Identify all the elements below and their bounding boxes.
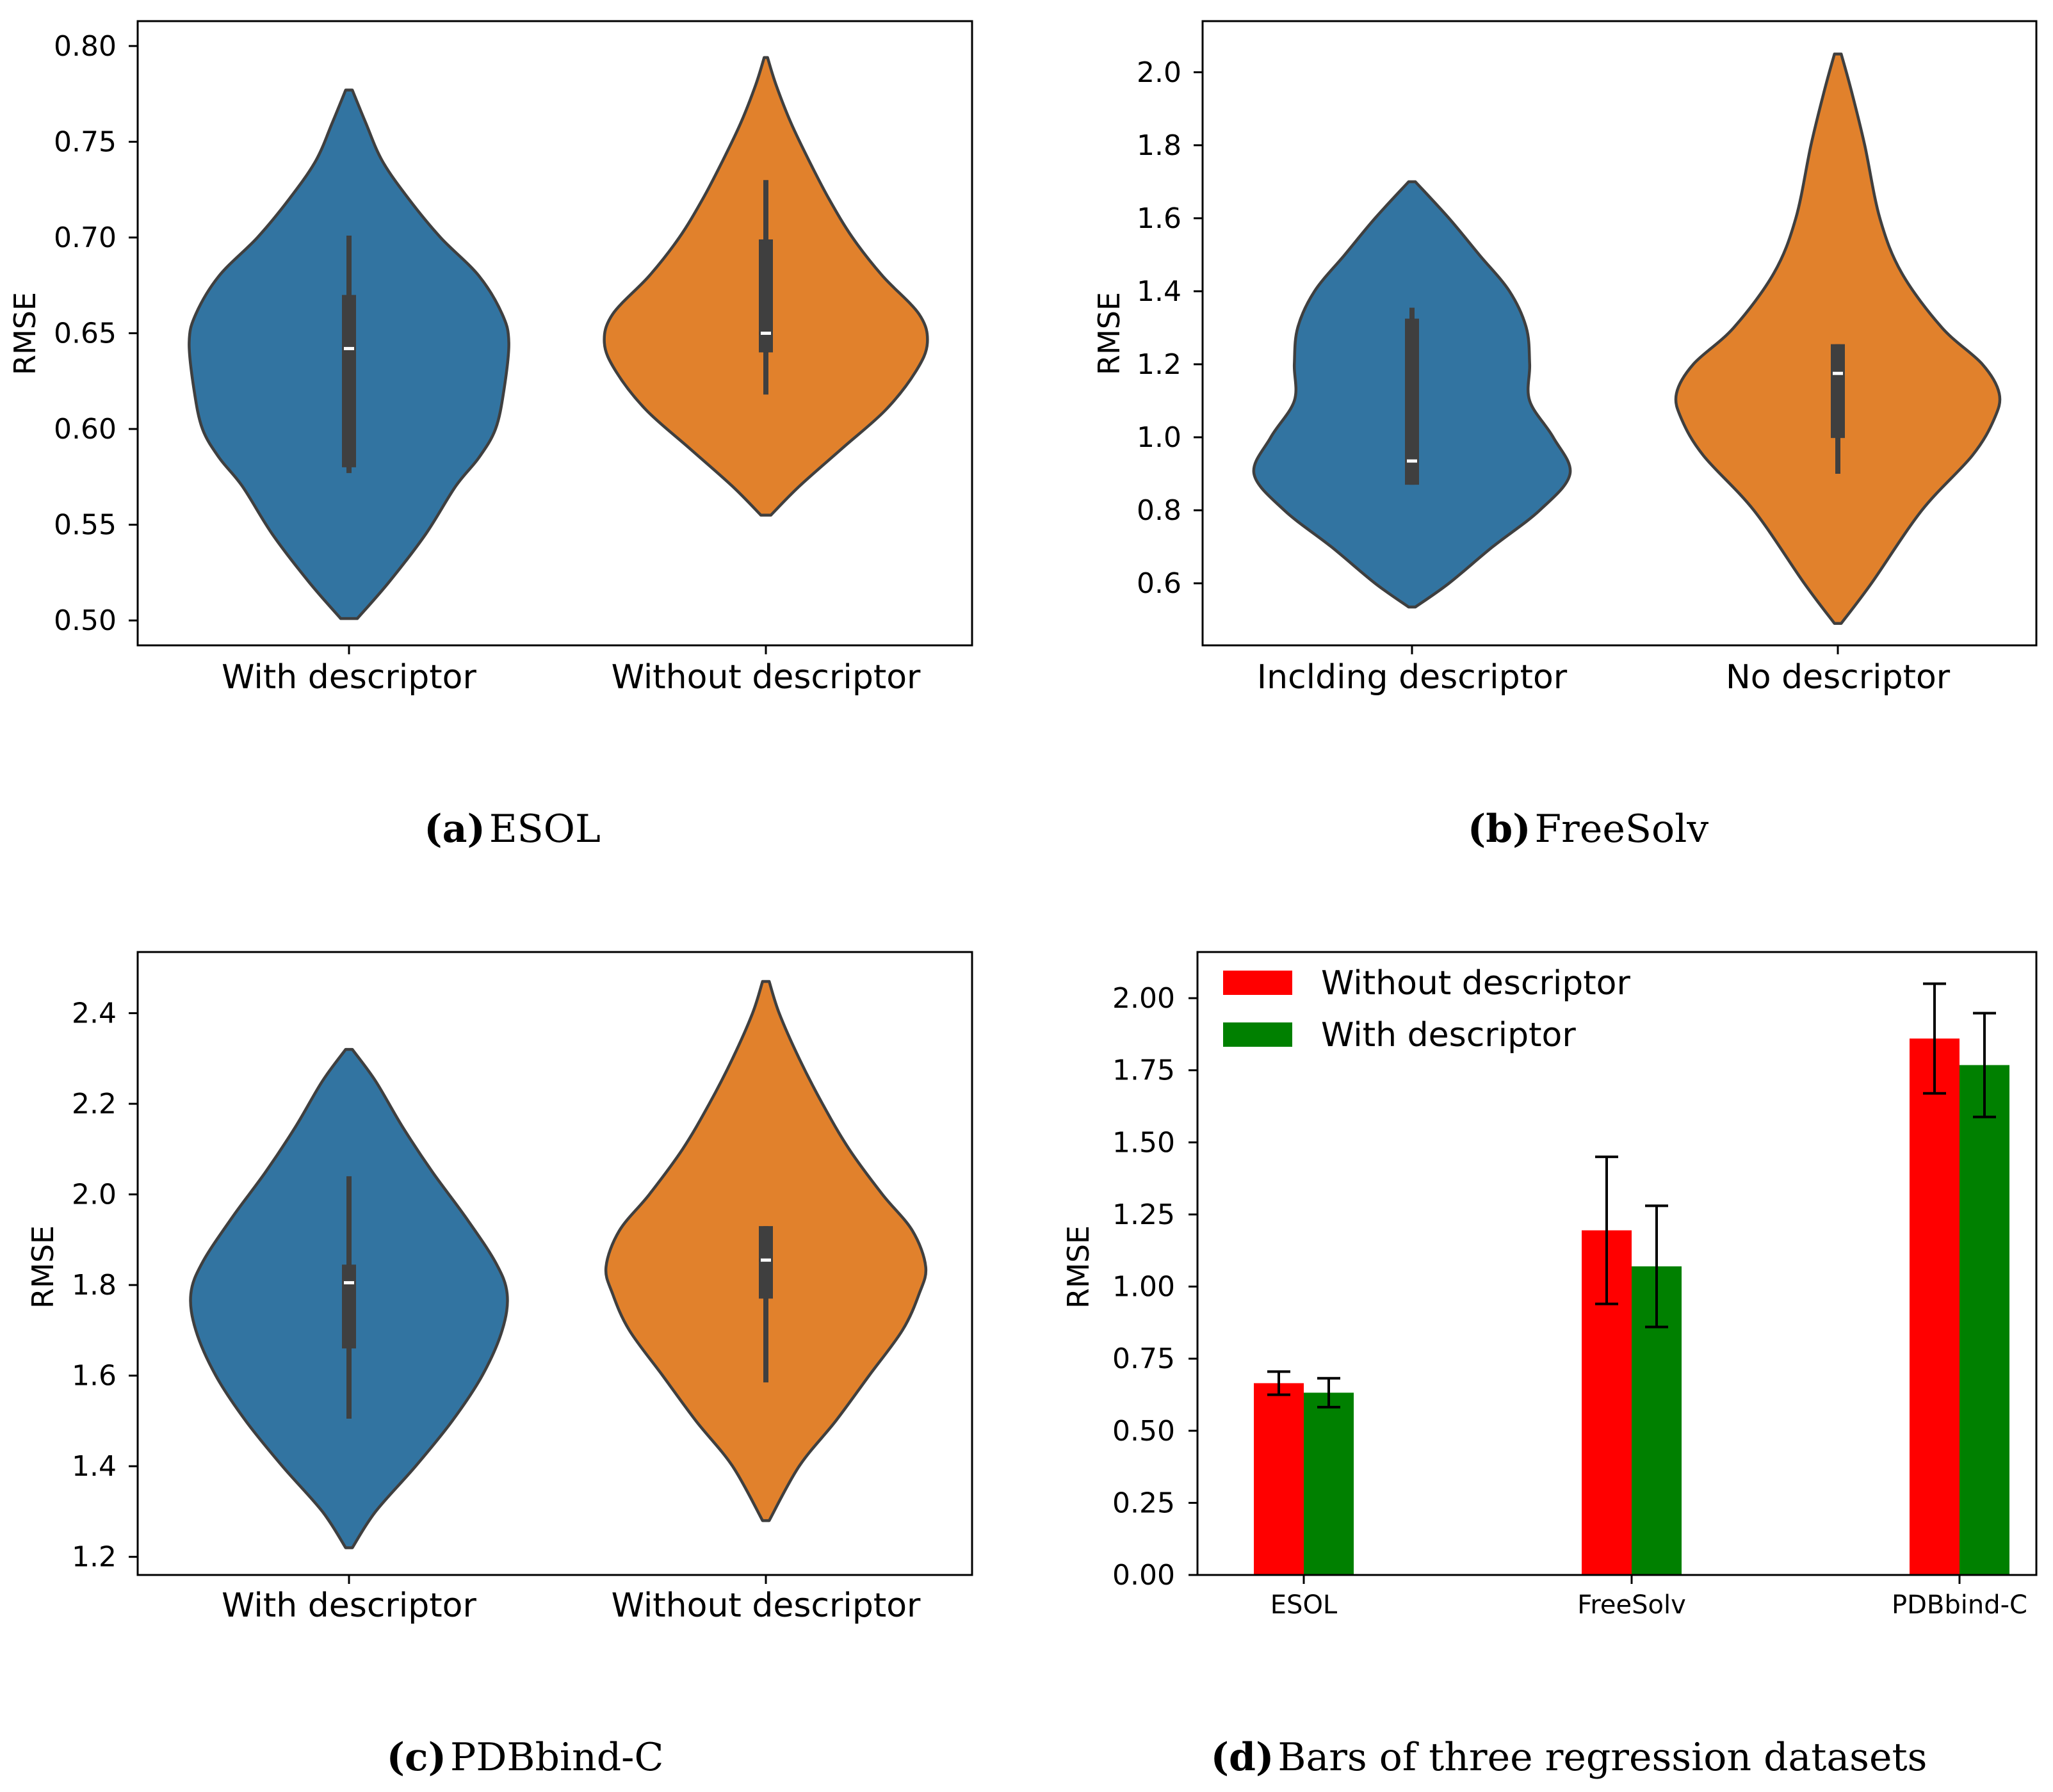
panel-c-box-2 — [759, 1226, 773, 1299]
panel-d-ytick-label-4: 1.00 — [1112, 1271, 1175, 1304]
panel-d-ytick-label-0: 0.00 — [1112, 1559, 1175, 1592]
panel-a-caption-text: ESOL — [489, 807, 601, 852]
panel-b-ytick-label-4: 1.4 — [1137, 275, 1181, 308]
panel-d-category-3: PDBbind-C — [1892, 1590, 2027, 1620]
panel-c-frame — [136, 951, 973, 1576]
panel-a-ytick-label-6: 0.80 — [54, 30, 117, 63]
panel-a-ytick-label-2: 0.60 — [54, 413, 117, 446]
panel-c-box-1 — [342, 1264, 356, 1349]
panel-b-ytick-label-7: 2.0 — [1137, 56, 1181, 89]
panel-d-bar-1-3 — [1910, 1038, 1960, 1575]
panel-b-ytick-label-5: 1.6 — [1137, 202, 1181, 235]
panel-a-box-1 — [342, 295, 356, 467]
panel-c-category-2: Without descriptor — [612, 1586, 921, 1625]
legend-swatch-without-descriptor — [1223, 971, 1292, 995]
panel-c-pdbbind-violin: 1.2 1.4 1.6 1.8 2.0 2.2 2.4 RMSE With descript… — [26, 951, 973, 1780]
panel-d-frame — [1196, 951, 2038, 1576]
panel-d-category-2: FreeSolv — [1577, 1590, 1686, 1620]
panel-b-caption-letter: (b) — [1468, 807, 1531, 852]
panel-d-legend: Without descriptor With descriptor — [1223, 964, 1630, 1054]
panel-d-ylabel: RMSE — [1061, 1225, 1096, 1309]
panel-b-box-1 — [1405, 318, 1419, 485]
panel-a-ylabel: RMSE — [8, 292, 42, 375]
panel-c-ytick-label-1: 1.4 — [72, 1450, 117, 1483]
panel-a-ytick-label-5: 0.75 — [54, 125, 117, 158]
panel-b-freesolv-violin: 0.6 0.8 1.0 1.2 1.4 1.6 1.8 2.0 RMSE Inclding d… — [1092, 20, 2038, 852]
panel-c-ylabel: RMSE — [26, 1225, 60, 1309]
panel-d-ytick-label-3: 0.75 — [1112, 1343, 1175, 1375]
panel-b-violin-2 — [1674, 52, 2002, 626]
panel-d-bar-1-1 — [1254, 1383, 1304, 1575]
panel-d-caption: (d) Bars of three regression datasets — [1211, 1735, 1927, 1780]
panel-a-caption-letter: (a) — [424, 807, 485, 852]
panel-d-ytick-label-8: 2.00 — [1112, 982, 1175, 1015]
panel-a-category-1: With descriptor — [222, 658, 476, 697]
panel-d-ytick-label-1: 0.25 — [1112, 1487, 1175, 1519]
panel-a-frame — [136, 20, 973, 647]
panel-a-esol-violin: 0.50 0.55 0.60 0.65 0.70 0.75 0.80 RMSE With d… — [8, 20, 973, 852]
panel-c-ytick-label-0: 1.2 — [72, 1541, 117, 1574]
panel-c-category-1: With descriptor — [222, 1586, 476, 1625]
panel-a-ytick-label-3: 0.65 — [54, 318, 117, 350]
panel-c-ytick-label-5: 2.2 — [72, 1088, 117, 1120]
panel-d-ytick-label-5: 1.25 — [1112, 1199, 1175, 1231]
panel-b-box-2 — [1831, 344, 1845, 439]
panel-d-category-1: ESOL — [1270, 1590, 1338, 1620]
panel-c-ytick-label-6: 2.4 — [72, 997, 117, 1030]
panel-d-bar-2-3 — [1960, 1065, 2009, 1575]
panel-a-ytick-label-0: 0.50 — [54, 604, 117, 637]
panel-c-caption-text: PDBbind-C — [450, 1735, 663, 1780]
legend-label-without-descriptor: Without descriptor — [1321, 964, 1630, 1003]
panel-a-ytick-label-4: 0.70 — [54, 222, 117, 254]
panel-c-caption-letter: (c) — [387, 1735, 446, 1780]
panel-b-ytick-label-6: 1.8 — [1137, 129, 1181, 162]
legend-label-with-descriptor: With descriptor — [1321, 1016, 1576, 1054]
panel-b-ytick-label-1: 0.8 — [1137, 494, 1181, 527]
panel-b-category-2: No descriptor — [1726, 658, 1951, 697]
panel-b-ytick-label-0: 0.6 — [1137, 567, 1181, 600]
panel-a-box-2 — [759, 239, 773, 353]
panel-b-frame — [1201, 20, 2038, 647]
panel-a-caption: (a) ESOL — [424, 807, 601, 852]
panel-d-caption-text: Bars of three regression datasets — [1278, 1735, 1927, 1780]
panel-b-ytick-label-2: 1.0 — [1137, 421, 1181, 454]
legend-swatch-with-descriptor — [1223, 1022, 1292, 1047]
panel-c-ytick-label-3: 1.8 — [72, 1269, 117, 1302]
panel-a-category-2: Without descriptor — [612, 658, 921, 697]
panel-a-ytick-label-1: 0.55 — [54, 509, 117, 542]
panel-c-ytick-label-4: 2.0 — [72, 1179, 117, 1211]
panel-b-caption-text: FreeSolv — [1535, 807, 1709, 852]
panel-c-caption: (c) PDBbind-C — [387, 1735, 664, 1780]
panel-b-ylabel: RMSE — [1092, 292, 1126, 375]
panel-d-ytick-label-2: 0.50 — [1112, 1415, 1175, 1448]
panel-d-bar-chart: 0.00 0.25 0.50 0.75 1.00 1.25 1.50 1.75 2.00 RMS… — [1061, 951, 2038, 1780]
panel-d-ytick-label-7: 1.75 — [1112, 1054, 1175, 1087]
panel-d-bar-2-1 — [1304, 1392, 1354, 1575]
panel-b-ytick-label-3: 1.2 — [1137, 348, 1181, 381]
panel-b-category-1: Inclding descriptor — [1257, 658, 1568, 697]
panel-c-ytick-label-2: 1.6 — [72, 1360, 117, 1392]
panel-d-ytick-label-6: 1.50 — [1112, 1126, 1175, 1159]
panel-b-caption: (b) FreeSolv — [1468, 807, 1708, 852]
panel-d-caption-letter: (d) — [1211, 1735, 1274, 1780]
